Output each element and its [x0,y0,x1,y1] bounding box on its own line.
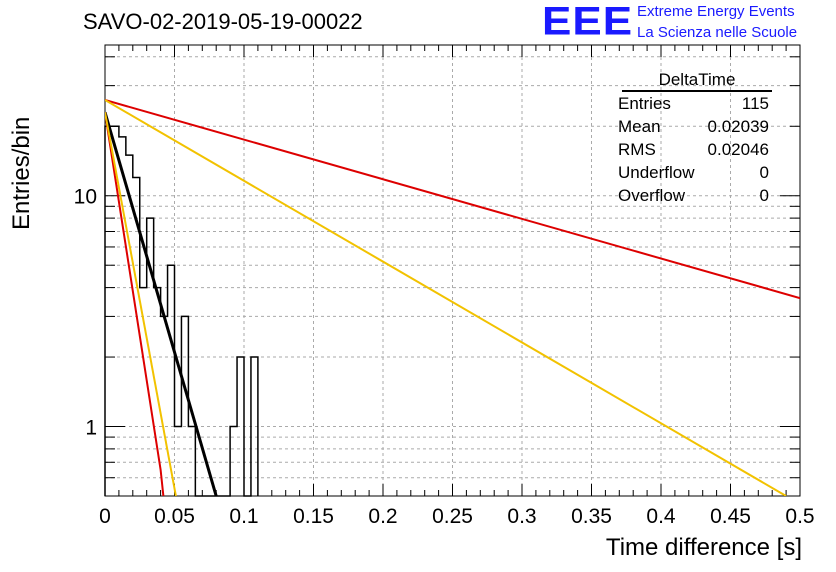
x-tick-label: 0 [99,505,111,528]
x-tick-label: 0.35 [571,505,612,528]
histogram-bin [181,316,188,496]
stats-label: Overflow [618,186,686,205]
stats-box: DeltaTime Entries 115 Mean 0.02039 RMS 0… [610,70,777,207]
stats-value: 0 [759,163,769,182]
x-tick-label: 0.4 [646,505,676,528]
histogram-outline [104,125,259,497]
eee-logo-caption-line2: La Scienza nelle Scuole [637,24,798,41]
x-tick-label: 0.05 [154,505,195,528]
stats-value: 0.02039 [707,117,769,136]
stats-row-rms: RMS 0.02046 [610,138,777,161]
stats-value: 0 [759,186,769,205]
x-tick-label: 0.1 [229,505,258,528]
histogram-bin [105,126,112,496]
eee-logo: EEE [542,0,634,44]
histogram-bin [161,316,168,496]
fit-line [105,99,800,300]
x-tick-label: 0.3 [507,505,536,528]
y-tick-label: 1 [85,417,97,440]
x-tick-label: 0.5 [785,505,814,528]
run-title: SAVO-02-2019-05-19-00022 [83,9,363,34]
x-tick-label: 0.45 [710,505,751,528]
stats-row-overflow: Overflow 0 [610,184,777,207]
stats-row-mean: Mean 0.02039 [610,115,777,138]
stats-label: RMS [618,140,656,159]
stats-box-title: DeltaTime [622,70,772,92]
stats-row-entries: Entries 115 [610,92,777,115]
stats-row-underflow: Underflow 0 [610,161,777,184]
x-tick-label: 0.2 [368,505,397,528]
x-axis-label: Time difference [s] [605,534,802,561]
fit-line [105,112,177,496]
stats-value: 0.02046 [707,140,769,159]
stats-label: Mean [618,117,661,136]
fit-line [105,111,218,496]
y-axis-label: Entries/bin [8,116,35,230]
stats-value: 115 [741,94,769,113]
x-tick-label: 0.25 [432,505,473,528]
x-tick-label: 0.15 [293,505,334,528]
fit-line [105,112,165,496]
stats-label: Underflow [618,163,695,182]
y-tick-label: 10 [74,186,97,209]
fit-line [105,99,787,496]
stats-label: Entries [618,94,671,113]
eee-logo-caption-line1: Extreme Energy Events [637,3,795,20]
